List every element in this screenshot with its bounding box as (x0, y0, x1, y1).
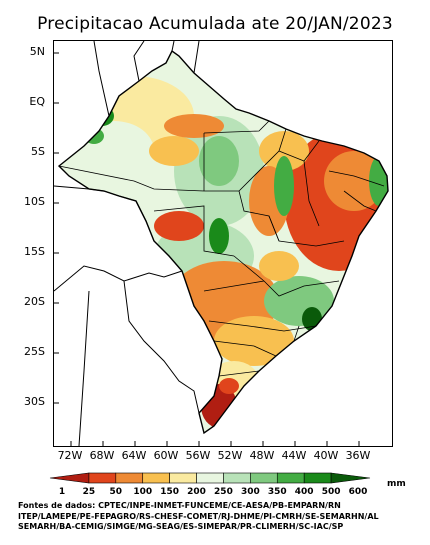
lat-label-10s: 10S (24, 195, 45, 208)
legend-tick-label: 200 (187, 487, 206, 497)
legend-tick-label: 1 (59, 487, 65, 497)
lon-label-72w: 72W (57, 449, 83, 462)
legend-swatch (196, 472, 224, 484)
legend-swatch (303, 472, 332, 484)
legend-swatch (169, 472, 197, 484)
lon-label-40w: 40W (313, 449, 339, 462)
legend-swatch (250, 472, 278, 484)
legend-tick-label: 100 (133, 487, 152, 497)
country-borders (54, 41, 389, 446)
lon-label-64w: 64W (121, 449, 147, 462)
lat-label-20s: 20S (24, 295, 45, 308)
lat-label-30s: 30S (24, 395, 45, 408)
data-sources: Fontes de dados: CPTEC/INPE-INMET-FUNCEM… (18, 501, 430, 533)
precipitation-map (53, 40, 393, 447)
precipitation-field (59, 51, 388, 433)
lat-label-5s: 5S (31, 145, 45, 158)
lat-label-25s: 25S (24, 345, 45, 358)
legend-tick-label: 500 (322, 487, 341, 497)
legend-colorbar: 1 25 50 100 150 200 250 300 350 400 500 600 (40, 471, 380, 501)
legend-swatch (330, 472, 371, 484)
legend-tick-label: 350 (268, 487, 287, 497)
legend-swatch (115, 472, 144, 484)
lat-label-15s: 15S (24, 245, 45, 258)
legend-tick-label: 400 (295, 487, 314, 497)
map-title: Precipitacao Acumulada ate 20/JAN/2023 (37, 14, 393, 34)
legend-swatch (276, 472, 305, 484)
lon-label-48w: 48W (249, 449, 275, 462)
legend-svg: 1 25 50 100 150 200 250 300 350 400 500 600 (49, 472, 371, 497)
lon-label-44w: 44W (281, 449, 307, 462)
legend-tick-label: 150 (160, 487, 179, 497)
legend-tick-label: 300 (241, 487, 260, 497)
lat-label-5n: 5N (29, 45, 45, 58)
sources-line: SEMARH/BA-CEMIG/SIMGE/MG-SEAG/ES-SIMEPAR… (18, 522, 344, 531)
legend-swatch (142, 472, 170, 484)
legend-swatch (49, 472, 90, 484)
legend-tick-label: 250 (214, 487, 233, 497)
grid-ticks (54, 52, 360, 446)
lon-label-56w: 56W (185, 449, 211, 462)
lon-label-68w: 68W (89, 449, 115, 462)
legend-tick-label: 600 (349, 487, 368, 497)
legend-unit: mm (387, 479, 406, 489)
map-canvas (54, 41, 389, 446)
legend-tick-label: 50 (110, 487, 123, 497)
sources-line: Fontes de dados: CPTEC/INPE-INMET-FUNCEM… (18, 501, 341, 510)
legend-swatch (223, 472, 251, 484)
legend-swatch (88, 472, 117, 484)
lon-label-52w: 52W (217, 449, 243, 462)
lat-label-eq: EQ (29, 95, 45, 108)
lon-label-36w: 36W (345, 449, 371, 462)
sources-line: ITEP/LAMEPE/PE-FEPAGRO/RS-CHESF-COMET/RJ… (18, 511, 379, 521)
lon-label-60w: 60W (153, 449, 179, 462)
legend-tick-label: 25 (83, 487, 96, 497)
state-borders (58, 120, 385, 377)
